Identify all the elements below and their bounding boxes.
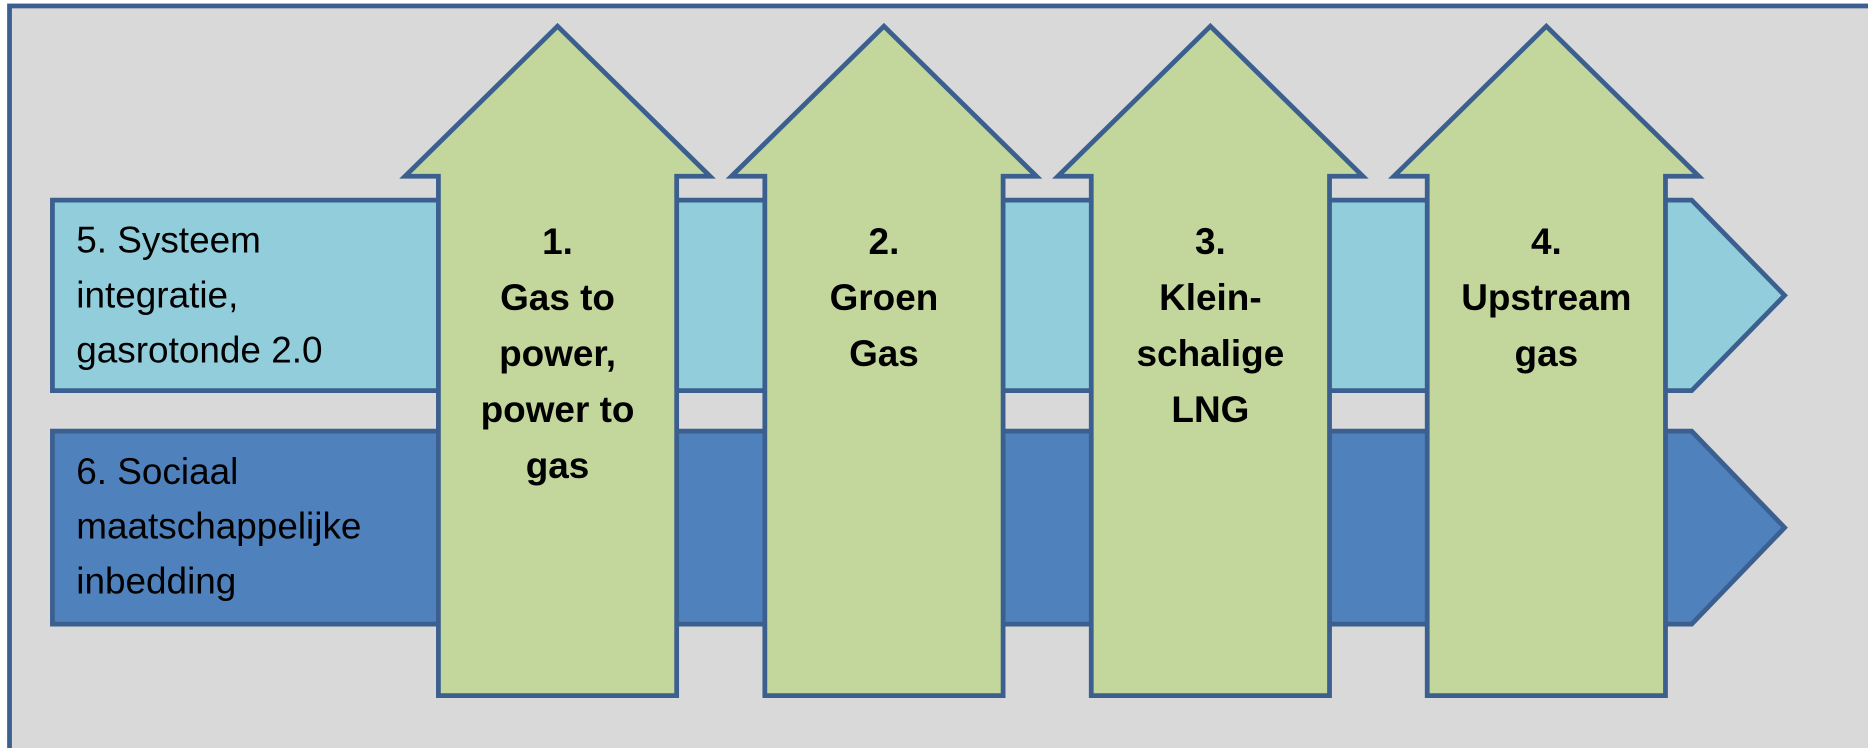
up-arrow — [1052, 22, 1369, 698]
row-label: maatschappelijke — [76, 506, 361, 547]
arrow-label: Upstream — [1461, 277, 1631, 318]
arrow-label: 3. — [1195, 221, 1226, 262]
arrow-label: gas — [1515, 333, 1579, 374]
row-label: gasrotonde 2.0 — [76, 329, 322, 370]
arrow-label: gas — [526, 445, 590, 486]
arrow-label: power to — [481, 389, 635, 430]
up-arrow — [1388, 22, 1705, 698]
arrow-label: power, — [499, 333, 616, 374]
arrow-label: schalige — [1137, 333, 1285, 374]
arrow-label: Gas — [849, 333, 919, 374]
arrow-label: 1. — [542, 221, 573, 262]
arrow-label: Groen — [830, 277, 939, 318]
row-label: inbedding — [76, 560, 236, 601]
row-label: integratie, — [76, 275, 238, 316]
arrow-label: 4. — [1531, 221, 1562, 262]
arrow-label: Gas to — [500, 277, 615, 318]
row-label: 5. Systeem — [76, 220, 261, 261]
up-arrow — [399, 22, 716, 698]
arrow-label: Klein- — [1159, 277, 1262, 318]
arrow-label: LNG — [1171, 389, 1249, 430]
up-arrow — [725, 22, 1043, 698]
row-label: 6. Sociaal — [76, 451, 238, 492]
arrow-label: 2. — [869, 221, 900, 262]
